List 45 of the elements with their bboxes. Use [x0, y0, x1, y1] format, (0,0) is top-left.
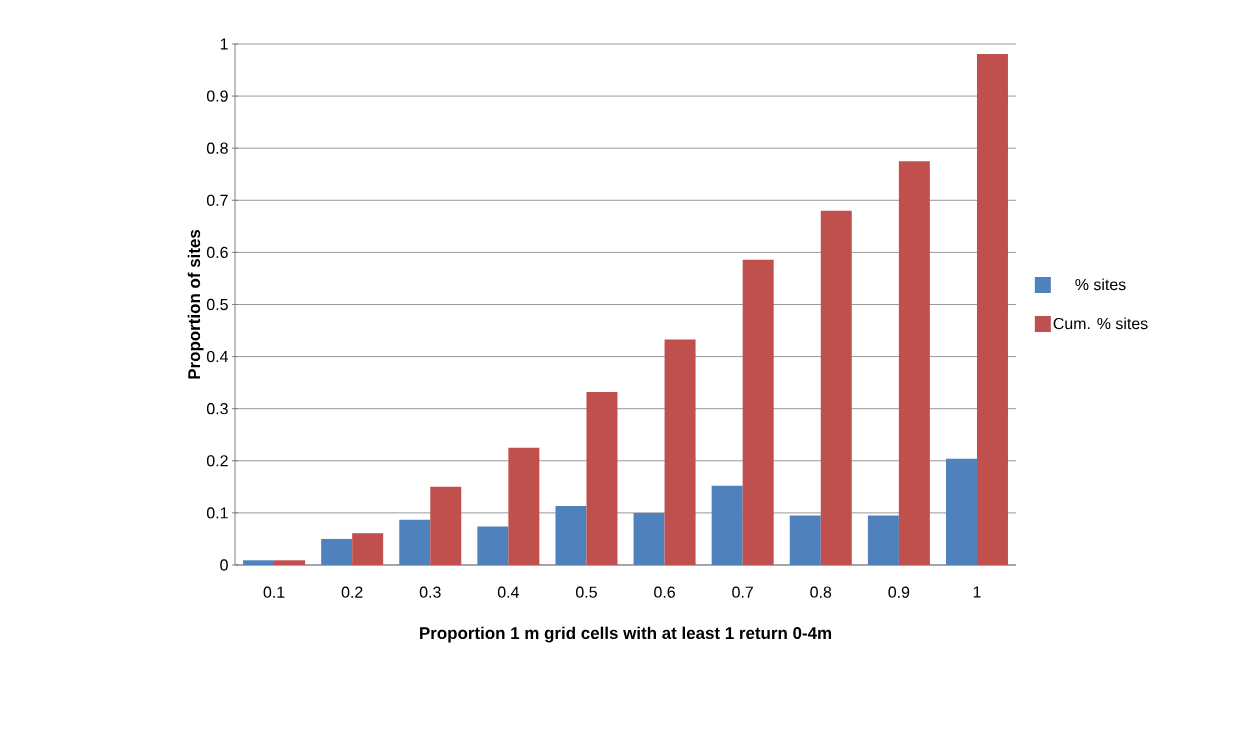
y-tick-label: 0.1	[206, 507, 228, 519]
y-tick-label: 0.7	[206, 194, 228, 206]
x-tick-label: 0.6	[654, 586, 675, 598]
x-axis-title: Proportion 1 m grid cells with at least 1 return 0-4m	[420, 626, 832, 643]
bar	[898, 161, 930, 565]
x-tick-label: 0.8	[810, 586, 832, 598]
bar	[867, 515, 899, 565]
legend-label: Cum. % sites	[1053, 317, 1148, 330]
bar	[352, 533, 384, 565]
bar	[430, 486, 462, 565]
y-tick-label: 0	[220, 559, 228, 571]
bar	[243, 560, 275, 565]
bar	[274, 560, 306, 565]
x-tick-label: 0.7	[732, 586, 753, 598]
x-tick-label: 0.3	[419, 586, 441, 598]
y-tick-label: 0.5	[206, 298, 228, 311]
bar	[508, 447, 540, 565]
bar	[711, 485, 743, 565]
y-tick-label: 0.9	[206, 90, 228, 102]
y-tick-label: 0.4	[206, 350, 229, 363]
y-tick-label: 1	[220, 38, 228, 50]
x-tick-label: 0.5	[576, 586, 597, 598]
bar	[742, 259, 774, 565]
bar	[633, 512, 665, 565]
bar	[321, 538, 353, 565]
x-tick-label: 0.4	[497, 586, 519, 598]
y-tick-label: 0.6	[206, 246, 228, 259]
bar	[976, 53, 1008, 565]
x-tick-label: 0.1	[263, 586, 285, 598]
y-axis-title: Proportion of sites	[187, 229, 204, 379]
bar	[664, 339, 696, 565]
y-tick-label: 0.8	[206, 142, 228, 154]
bar	[820, 210, 852, 565]
bar	[945, 458, 977, 565]
legend-label: % sites	[1075, 278, 1126, 291]
bar	[477, 526, 509, 565]
bar	[555, 506, 587, 565]
y-tick-label: 0.2	[206, 455, 228, 467]
x-tick-label: 0.2	[341, 586, 363, 598]
y-tick-label: 0.3	[206, 403, 228, 415]
bar	[586, 392, 618, 565]
bar	[399, 519, 431, 565]
x-tick-label: 1	[973, 586, 981, 598]
x-tick-label: 0.9	[888, 586, 910, 598]
bar	[789, 515, 821, 565]
